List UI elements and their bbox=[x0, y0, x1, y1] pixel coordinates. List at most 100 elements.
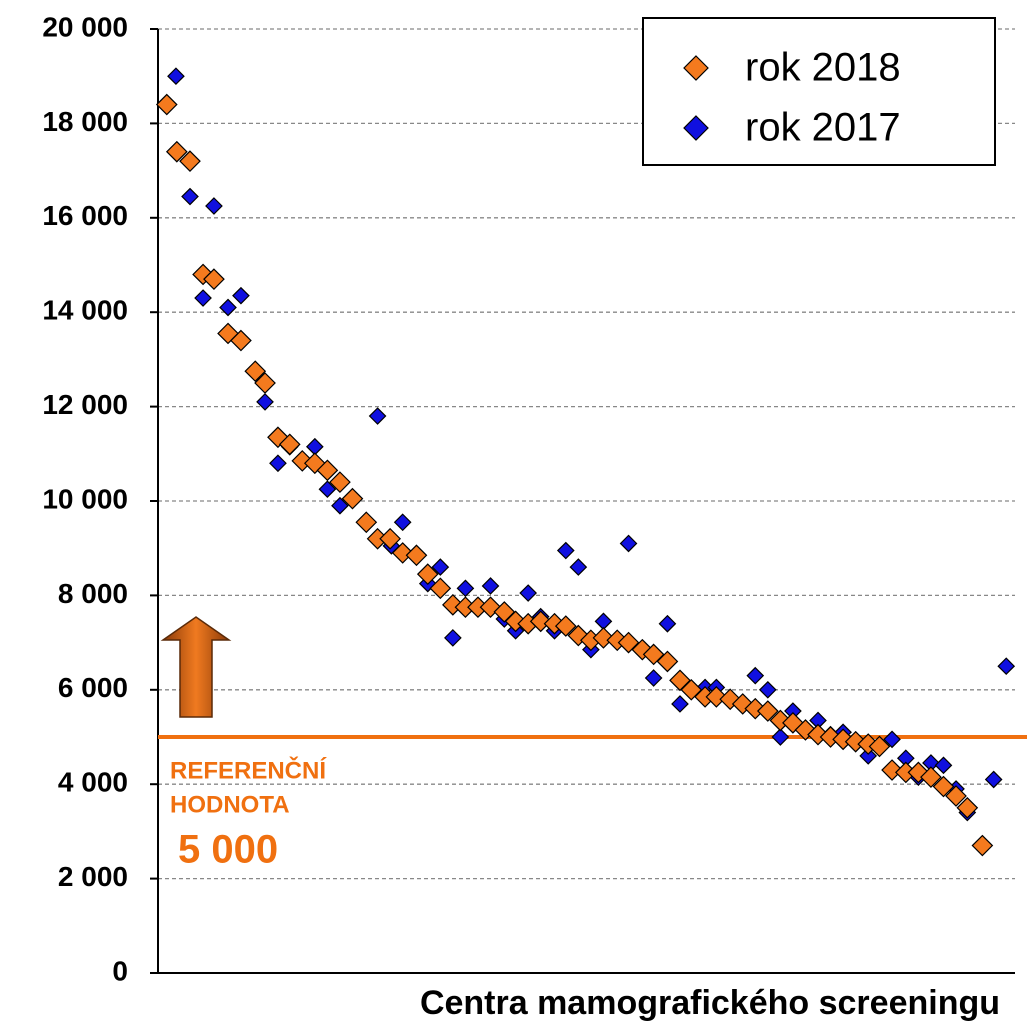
point bbox=[819, 726, 842, 748]
y-tick-label: 0 bbox=[112, 955, 128, 986]
point bbox=[444, 629, 462, 647]
point bbox=[316, 459, 339, 482]
point bbox=[758, 680, 777, 699]
point bbox=[592, 627, 615, 649]
point bbox=[269, 454, 287, 473]
legend-label: rok 2017 bbox=[745, 106, 901, 150]
point bbox=[405, 544, 428, 567]
point bbox=[868, 735, 891, 758]
point bbox=[844, 730, 867, 753]
point bbox=[881, 759, 903, 781]
y-tick-label: 10 000 bbox=[42, 483, 128, 514]
y-tick-label: 20 000 bbox=[42, 11, 128, 42]
point bbox=[391, 542, 414, 564]
y-tick-label: 12 000 bbox=[42, 389, 128, 420]
point bbox=[956, 796, 979, 819]
point bbox=[167, 67, 185, 86]
point bbox=[329, 471, 351, 493]
point bbox=[303, 452, 326, 475]
point bbox=[658, 614, 677, 633]
point bbox=[179, 150, 201, 173]
legend-marker bbox=[683, 55, 709, 81]
point bbox=[192, 263, 214, 286]
point bbox=[719, 688, 742, 711]
point bbox=[429, 577, 452, 600]
point bbox=[217, 322, 239, 345]
y-tick-label: 14 000 bbox=[42, 295, 128, 326]
point bbox=[456, 579, 475, 598]
point bbox=[393, 513, 412, 532]
point bbox=[203, 268, 225, 291]
x-axis-label: Centra mamografického screeningu bbox=[420, 984, 1000, 1022]
point bbox=[883, 730, 901, 749]
point bbox=[244, 360, 267, 383]
point bbox=[932, 775, 955, 798]
legend: rok 2018 rok 2017 bbox=[642, 17, 996, 166]
point bbox=[318, 480, 337, 499]
reference-label: REFERENČNÍ bbox=[170, 756, 327, 784]
point bbox=[481, 577, 500, 595]
point bbox=[569, 558, 588, 576]
grid: 0 2 000 4 000 6 000 8 000 10 000 12 000 14 000 1… bbox=[42, 11, 1015, 986]
point bbox=[556, 541, 575, 560]
point bbox=[984, 770, 1003, 789]
point bbox=[997, 657, 1016, 676]
arrow bbox=[160, 616, 232, 718]
point bbox=[267, 426, 289, 449]
point bbox=[230, 329, 252, 352]
point bbox=[920, 766, 942, 788]
point bbox=[232, 286, 250, 305]
point bbox=[155, 93, 178, 116]
point bbox=[256, 393, 274, 411]
point bbox=[619, 534, 638, 553]
point bbox=[807, 723, 829, 746]
point bbox=[971, 834, 994, 857]
point bbox=[934, 756, 953, 775]
point bbox=[355, 511, 378, 534]
point bbox=[782, 711, 804, 734]
point bbox=[771, 728, 790, 746]
point bbox=[331, 496, 349, 515]
point bbox=[194, 289, 212, 307]
point bbox=[519, 584, 538, 602]
point bbox=[746, 666, 765, 685]
y-tick-label: 8 000 bbox=[58, 578, 128, 609]
point bbox=[254, 372, 276, 394]
point bbox=[644, 669, 663, 687]
point bbox=[859, 747, 878, 765]
point bbox=[642, 643, 665, 666]
point bbox=[671, 695, 689, 713]
reference-value-label: 5 000 bbox=[178, 828, 278, 872]
point bbox=[165, 140, 188, 163]
point bbox=[617, 631, 640, 654]
point bbox=[945, 785, 967, 807]
point bbox=[431, 558, 450, 576]
y-tick-label: 2 000 bbox=[58, 861, 128, 892]
point bbox=[907, 761, 930, 784]
point bbox=[594, 612, 613, 631]
point bbox=[368, 407, 387, 425]
y-tick-label: 16 000 bbox=[42, 200, 128, 231]
legend-marker bbox=[683, 115, 709, 141]
point bbox=[705, 686, 728, 708]
plot-area: REFERENČNÍ HODNOTA 5 000 bbox=[155, 67, 1027, 872]
reference-label: HODNOTA bbox=[170, 791, 290, 818]
point bbox=[205, 197, 223, 215]
point bbox=[756, 700, 779, 722]
point bbox=[278, 433, 301, 456]
legend-label: rok 2018 bbox=[745, 46, 901, 90]
y-tick-label: 4 000 bbox=[58, 767, 128, 798]
point bbox=[305, 437, 324, 456]
point bbox=[219, 298, 237, 317]
point bbox=[554, 615, 577, 637]
point bbox=[379, 527, 401, 550]
point bbox=[631, 638, 654, 661]
point bbox=[680, 678, 703, 701]
point bbox=[181, 187, 199, 206]
point bbox=[656, 650, 679, 673]
point bbox=[529, 610, 552, 633]
point bbox=[416, 563, 439, 586]
point bbox=[341, 487, 364, 510]
legend-box bbox=[642, 17, 996, 166]
